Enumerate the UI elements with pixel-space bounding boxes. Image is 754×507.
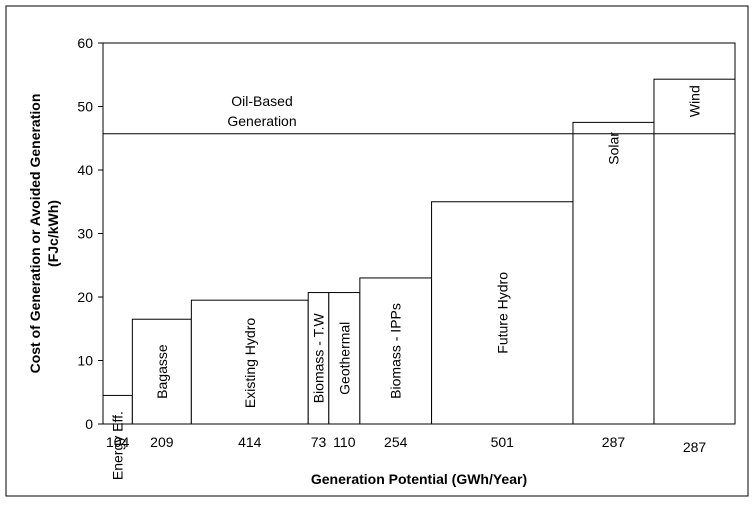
x-axis-title: Generation Potential (GWh/Year)	[311, 471, 527, 487]
bar-labels-group: Energy Eff. Bagasse Existing Hydro Biomass …	[110, 85, 703, 480]
bar-solar	[572, 121, 655, 425]
x-width-label: 104	[106, 434, 130, 450]
y-tick-label: 0	[85, 416, 93, 432]
y-tick-label: 60	[77, 35, 93, 51]
y-tick-label: 40	[77, 162, 93, 178]
x-width-label: 287	[602, 434, 626, 450]
x-width-label: 110	[333, 434, 356, 450]
width-labels-group: 104 209 414 73 110 254 501 287 287	[106, 434, 706, 455]
plot-area-frame	[102, 42, 736, 425]
y-axis-title-line2: (FJc/kWh)	[45, 200, 61, 267]
x-width-label: 73	[311, 434, 327, 450]
y-axis-title-line1: Cost of Generation or Avoided Generation	[27, 94, 43, 374]
bar-category-label: Bagasse	[154, 344, 170, 399]
x-width-label: 501	[491, 434, 515, 450]
y-tick-label: 30	[77, 226, 93, 242]
bar-biomass-ipps	[359, 277, 433, 425]
x-width-label: 414	[238, 434, 262, 450]
oil-based-label-line1: Oil-Based	[231, 93, 292, 109]
x-width-label: 209	[150, 434, 174, 450]
bar-geothermal	[328, 292, 361, 425]
bar-category-label: Biomass - T.W	[311, 313, 327, 404]
x-width-label: 287	[683, 439, 707, 455]
bar-existing-hydro	[190, 299, 309, 425]
bar-category-label: Solar	[605, 132, 621, 165]
x-width-label: 254	[384, 434, 408, 450]
bars-group	[102, 78, 736, 425]
y-tick-label: 50	[77, 99, 93, 115]
y-axis-ticks: 0 10 20 30 40 50 60	[77, 35, 103, 432]
bar-wind	[653, 78, 736, 425]
y-tick-label: 20	[77, 289, 93, 305]
bar-category-label: Geothermal	[336, 322, 352, 395]
bar-category-label: Energy Eff.	[110, 411, 126, 480]
bar-category-label: Wind	[686, 85, 702, 117]
y-tick-label: 10	[77, 353, 93, 369]
oil-based-label-line2: Generation	[227, 113, 296, 129]
bar-category-label: Existing Hydro	[242, 318, 258, 408]
bar-category-label: Biomass - IPPs	[388, 303, 404, 399]
bar-category-label: Future Hydro	[494, 272, 510, 354]
